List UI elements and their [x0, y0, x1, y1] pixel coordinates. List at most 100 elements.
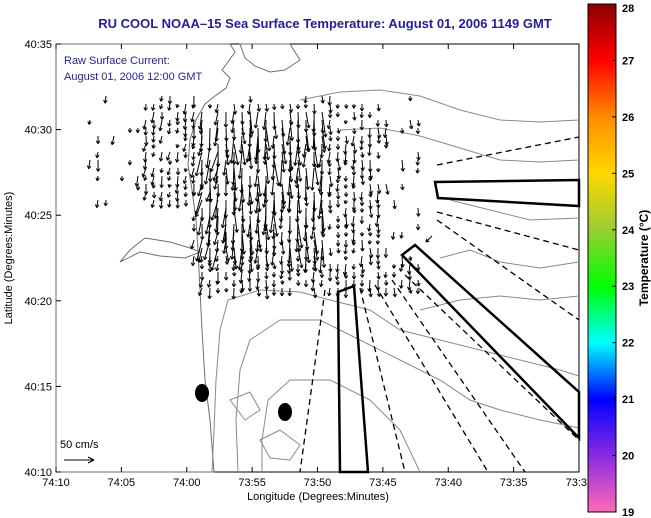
current-vector-head	[407, 97, 411, 102]
current-vector-head	[317, 188, 321, 192]
current-vector	[320, 175, 323, 196]
current-vector-head	[175, 129, 178, 134]
current-vector-head	[286, 192, 289, 196]
current-vector	[312, 199, 315, 222]
current-vector-head	[310, 287, 313, 292]
current-vector-head	[384, 123, 387, 128]
current-vector-head	[237, 161, 240, 166]
current-vector-head	[223, 192, 227, 197]
current-vector	[336, 183, 339, 192]
current-vector-head	[311, 145, 314, 150]
current-vector-head	[361, 209, 365, 213]
current-vector	[289, 167, 292, 183]
current-vector	[96, 151, 99, 158]
current-vector-head	[184, 133, 188, 137]
current-vector	[361, 263, 364, 273]
current-vector-head	[335, 225, 339, 229]
current-vector	[168, 127, 171, 135]
current-vector-head	[306, 224, 309, 229]
current-vector-head	[362, 181, 366, 185]
current-vector	[296, 199, 299, 223]
current-vector-head	[247, 259, 251, 263]
current-vector-head	[367, 240, 370, 245]
current-vector-head	[207, 295, 210, 299]
current-vector	[313, 239, 318, 261]
current-vector-head	[265, 264, 269, 268]
current-vector-head	[150, 119, 153, 124]
current-vector-head	[299, 161, 303, 166]
current-vector-head	[191, 192, 194, 197]
current-vector-head	[291, 195, 294, 199]
current-vector	[352, 175, 355, 187]
current-vector-head	[266, 275, 269, 280]
current-vector-head	[236, 228, 239, 233]
current-vector	[225, 167, 229, 185]
current-vector-head	[255, 266, 259, 271]
current-vector-head	[150, 204, 153, 208]
current-vector-head	[408, 290, 412, 294]
current-vector	[318, 191, 323, 220]
current-vector-head	[345, 193, 349, 197]
current-vector-head	[336, 188, 340, 192]
current-vector-head	[217, 193, 221, 197]
current-vector-head	[303, 104, 307, 109]
current-vector	[256, 239, 259, 252]
current-vector-head	[159, 105, 161, 109]
current-vector-head	[417, 267, 421, 271]
current-vector-head	[209, 260, 213, 264]
current-vector-head	[318, 191, 322, 196]
current-vector-head	[353, 171, 357, 176]
current-vector-head	[352, 117, 356, 121]
current-vector-head	[226, 288, 229, 293]
current-vector	[305, 239, 310, 264]
current-vector	[143, 119, 147, 130]
current-vector	[297, 135, 300, 151]
current-vector	[425, 235, 433, 243]
current-vector	[377, 207, 380, 218]
current-vector-head	[338, 175, 342, 180]
current-vector-head	[254, 260, 258, 264]
current-vector	[257, 175, 261, 197]
current-vector-head	[242, 161, 246, 166]
current-vector-head	[151, 153, 154, 157]
current-vector-head	[234, 260, 238, 265]
current-vector-head	[230, 129, 233, 133]
current-vector-head	[385, 292, 389, 297]
current-vector	[336, 271, 339, 280]
current-vector-head	[176, 105, 180, 109]
current-vector-head	[418, 213, 421, 217]
current-vector-head	[192, 146, 196, 150]
current-vector	[344, 263, 347, 276]
current-vector-head	[184, 154, 188, 159]
current-vector-head	[367, 288, 370, 292]
current-vector-head	[135, 129, 139, 134]
current-vector-head	[370, 205, 373, 210]
current-vector-head	[335, 204, 339, 208]
current-vector	[313, 255, 316, 265]
current-vector-head	[360, 181, 364, 185]
current-vector	[249, 231, 253, 255]
current-vector-head	[314, 257, 318, 261]
current-vector-head	[145, 132, 148, 136]
current-vector-head	[370, 190, 374, 195]
current-vector-head	[351, 266, 354, 270]
current-vector	[225, 255, 228, 265]
current-vector	[152, 135, 155, 143]
current-vector	[248, 271, 251, 282]
current-vector-head	[264, 296, 268, 300]
current-vector-head	[233, 283, 237, 287]
current-vector-head	[239, 175, 242, 179]
current-vector-head	[194, 213, 197, 217]
current-vector	[265, 287, 268, 300]
current-vector-head	[213, 228, 217, 233]
current-vector	[297, 247, 303, 268]
colorbar-tick-label: 27	[622, 55, 634, 67]
current-vector	[409, 119, 413, 130]
current-vector-head	[283, 205, 286, 209]
current-vector-head	[144, 177, 148, 181]
current-vector	[199, 111, 203, 130]
current-vector	[233, 143, 239, 166]
scale-label: 50 cm/s	[60, 439, 99, 451]
current-vector-head	[345, 233, 349, 237]
current-vector-head	[351, 275, 355, 280]
